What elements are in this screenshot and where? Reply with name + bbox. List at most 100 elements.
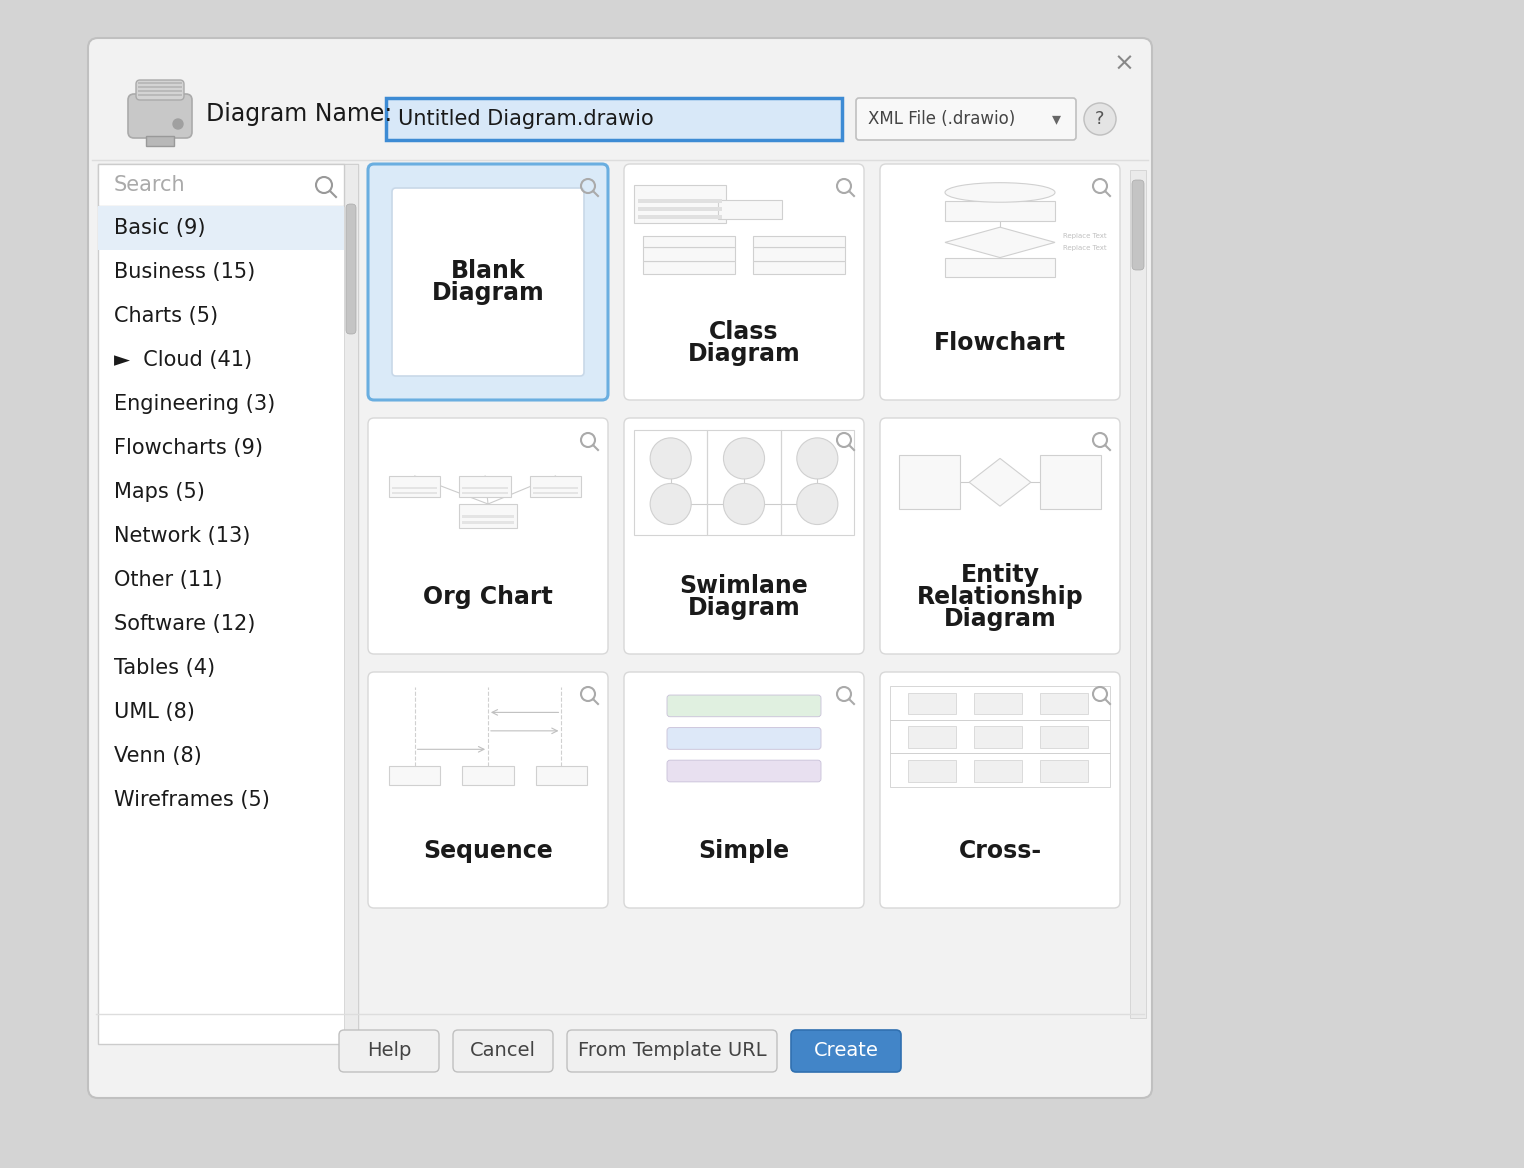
Bar — [459, 477, 511, 498]
Bar — [139, 93, 181, 96]
Bar — [634, 430, 707, 535]
Bar — [535, 765, 587, 785]
Bar — [462, 492, 507, 494]
FancyBboxPatch shape — [623, 418, 864, 654]
Text: Charts (5): Charts (5) — [114, 306, 218, 326]
Bar — [899, 456, 960, 509]
Text: Network (13): Network (13) — [114, 526, 250, 545]
Text: ×: × — [1114, 53, 1134, 76]
FancyBboxPatch shape — [1132, 180, 1145, 270]
FancyBboxPatch shape — [136, 79, 184, 100]
Circle shape — [797, 484, 838, 524]
Text: Blank: Blank — [451, 259, 526, 283]
Text: Cancel: Cancel — [469, 1042, 536, 1061]
Text: Search: Search — [114, 175, 186, 195]
Bar — [945, 201, 1055, 221]
FancyBboxPatch shape — [392, 188, 584, 376]
Bar — [462, 765, 514, 785]
Text: ►  Cloud (41): ► Cloud (41) — [114, 350, 251, 370]
Bar — [908, 693, 956, 715]
Ellipse shape — [945, 182, 1055, 202]
Text: Class: Class — [709, 320, 779, 345]
Text: Simple: Simple — [698, 840, 789, 863]
FancyBboxPatch shape — [879, 672, 1120, 908]
Text: Relationship: Relationship — [916, 585, 1084, 610]
FancyBboxPatch shape — [668, 728, 821, 750]
Bar — [908, 759, 956, 781]
Bar — [1039, 726, 1088, 748]
Bar — [389, 765, 440, 785]
Circle shape — [174, 119, 183, 128]
Text: Swimlane: Swimlane — [680, 575, 808, 598]
Bar — [634, 185, 727, 223]
Circle shape — [724, 484, 765, 524]
Polygon shape — [945, 228, 1055, 258]
FancyBboxPatch shape — [856, 98, 1076, 140]
Bar — [389, 477, 440, 498]
FancyBboxPatch shape — [367, 418, 608, 654]
Text: Flowchart: Flowchart — [934, 332, 1065, 355]
Bar — [533, 487, 578, 489]
FancyBboxPatch shape — [338, 1030, 439, 1072]
Text: Business (15): Business (15) — [114, 262, 255, 281]
Circle shape — [797, 438, 838, 479]
Bar — [718, 200, 782, 220]
Bar — [530, 477, 581, 498]
Bar — [753, 236, 846, 248]
Bar — [890, 686, 1109, 719]
Bar — [945, 258, 1055, 277]
FancyBboxPatch shape — [668, 760, 821, 781]
Bar — [908, 726, 956, 748]
Bar — [1039, 456, 1102, 509]
Text: Engineering (3): Engineering (3) — [114, 394, 276, 413]
Bar — [890, 719, 1109, 753]
FancyBboxPatch shape — [567, 1030, 777, 1072]
Bar — [1129, 171, 1146, 1018]
Text: Venn (8): Venn (8) — [114, 746, 201, 766]
Text: Software (12): Software (12) — [114, 614, 256, 634]
Bar — [639, 215, 722, 218]
Text: Entity: Entity — [960, 563, 1039, 588]
Bar — [139, 90, 181, 92]
Text: Untitled Diagram.drawio: Untitled Diagram.drawio — [398, 109, 654, 128]
Bar — [974, 693, 1023, 715]
Bar — [462, 487, 507, 489]
Circle shape — [1084, 103, 1116, 135]
Circle shape — [724, 438, 765, 479]
Bar — [462, 515, 514, 517]
Bar — [974, 759, 1023, 781]
FancyBboxPatch shape — [791, 1030, 901, 1072]
Polygon shape — [969, 458, 1030, 506]
Text: Replace Text: Replace Text — [1064, 245, 1106, 251]
Text: Basic (9): Basic (9) — [114, 218, 206, 238]
Bar — [98, 164, 344, 206]
Text: Diagram Name:: Diagram Name: — [206, 102, 392, 126]
Text: Diagram: Diagram — [943, 607, 1056, 632]
Text: Diagram: Diagram — [431, 281, 544, 305]
Text: From Template URL: From Template URL — [578, 1042, 767, 1061]
FancyBboxPatch shape — [623, 164, 864, 399]
Text: Diagram: Diagram — [687, 597, 800, 620]
Bar — [643, 260, 735, 273]
Text: Diagram: Diagram — [687, 342, 800, 367]
Text: Sequence: Sequence — [424, 840, 553, 863]
Bar — [392, 487, 437, 489]
Bar — [639, 207, 722, 211]
Bar — [462, 521, 514, 524]
FancyBboxPatch shape — [623, 672, 864, 908]
Bar — [707, 430, 780, 535]
Bar — [1039, 759, 1088, 781]
Text: ?: ? — [1096, 110, 1105, 128]
Text: UML (8): UML (8) — [114, 702, 195, 722]
FancyBboxPatch shape — [128, 93, 192, 138]
Bar — [643, 248, 735, 260]
FancyBboxPatch shape — [668, 695, 821, 717]
Bar — [753, 248, 846, 260]
Bar — [639, 199, 722, 203]
FancyBboxPatch shape — [367, 164, 608, 399]
Bar — [98, 164, 358, 1044]
FancyBboxPatch shape — [453, 1030, 553, 1072]
Bar — [98, 206, 344, 250]
Text: Cross-: Cross- — [959, 840, 1041, 863]
Text: ▾: ▾ — [1052, 110, 1061, 128]
